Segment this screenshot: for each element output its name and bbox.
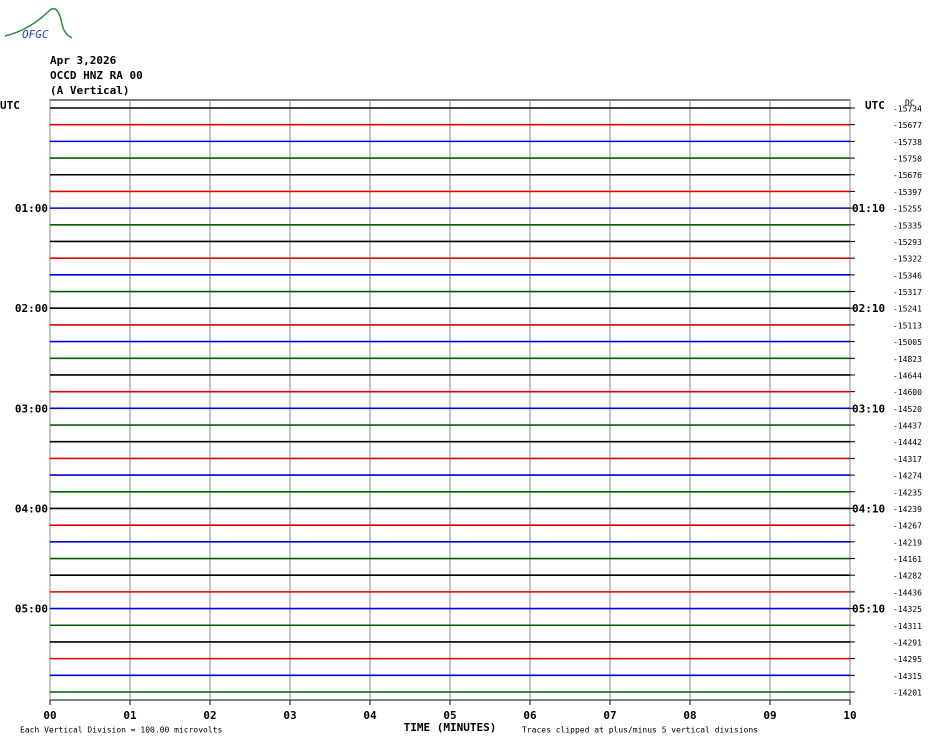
- right-time-label: 04:10: [852, 502, 885, 515]
- offset-label: -15322: [893, 255, 922, 264]
- scale-note: Each Vertical Division = 100.00 microvol…: [20, 726, 222, 735]
- offset-label: -14295: [893, 655, 922, 664]
- offset-label: -15293: [893, 238, 922, 247]
- offset-label: -15113: [893, 321, 922, 330]
- offset-label: -14442: [893, 438, 922, 447]
- offset-label: -14161: [893, 555, 922, 564]
- x-axis-title: TIME (MINUTES): [404, 721, 497, 734]
- x-tick-label: 01: [123, 709, 137, 722]
- offset-label: -15677: [893, 121, 922, 130]
- offset-label: -14201: [893, 689, 922, 698]
- station: OCCD HNZ RA 00: [50, 69, 143, 82]
- offset-label: -14644: [893, 371, 922, 380]
- offset-label: -15255: [893, 205, 922, 214]
- component: (A Vertical): [50, 84, 129, 97]
- right-time-label: 03:10: [852, 402, 885, 415]
- x-tick-label: 06: [523, 709, 537, 722]
- date: Apr 3,2026: [50, 54, 117, 67]
- offset-label: -15676: [893, 171, 922, 180]
- offset-label: -14267: [893, 522, 922, 531]
- left-time-label: 04:00: [15, 502, 48, 515]
- x-tick-label: 10: [843, 709, 856, 722]
- offset-label: -14325: [893, 605, 922, 614]
- right-time-label: 01:10: [852, 202, 885, 215]
- x-tick-label: 02: [203, 709, 216, 722]
- offset-label: -14436: [893, 588, 922, 597]
- x-tick-label: 05: [443, 709, 456, 722]
- offset-label: -14274: [893, 472, 922, 481]
- x-tick-label: 07: [603, 709, 616, 722]
- dc-label: DC: [905, 99, 915, 108]
- offset-label: -15005: [893, 338, 922, 347]
- offset-label: -14520: [893, 405, 922, 414]
- right-time-label: 02:10: [852, 302, 885, 315]
- logo: OFGC: [22, 28, 49, 41]
- offset-label: -14317: [893, 455, 922, 464]
- offset-label: -14437: [893, 422, 922, 431]
- left-axis-title: UTC: [0, 99, 20, 112]
- x-tick-label: 08: [683, 709, 696, 722]
- x-tick-label: 04: [363, 709, 377, 722]
- offset-label: -14291: [893, 638, 922, 647]
- left-time-label: 02:00: [15, 302, 48, 315]
- logo-mark: [4, 7, 73, 39]
- offset-label: -14315: [893, 672, 922, 681]
- offset-label: -14282: [893, 572, 922, 581]
- left-time-label: 03:00: [15, 402, 48, 415]
- offset-label: -15317: [893, 288, 922, 297]
- offset-label: -15335: [893, 221, 922, 230]
- offset-label: -14219: [893, 538, 922, 547]
- right-time-label: 05:10: [852, 603, 885, 616]
- x-tick-label: 03: [283, 709, 296, 722]
- offset-label: -15750: [893, 155, 922, 164]
- clip-note: Traces clipped at plus/minus 5 vertical …: [522, 726, 758, 735]
- x-tick-label: 00: [43, 709, 56, 722]
- offset-label: -14239: [893, 505, 922, 514]
- offset-label: -15397: [893, 188, 922, 197]
- offset-label: -15346: [893, 271, 922, 280]
- offset-label: -14311: [893, 622, 922, 631]
- offset-label: -14823: [893, 355, 922, 364]
- left-time-label: 05:00: [15, 603, 48, 616]
- left-time-label: 01:00: [15, 202, 48, 215]
- offset-label: -14235: [893, 488, 922, 497]
- x-tick-label: 09: [763, 709, 776, 722]
- offset-label: -15241: [893, 305, 922, 314]
- offset-label: -15734: [893, 105, 922, 114]
- right-axis-title: UTC: [865, 99, 885, 112]
- offset-label: -14600: [893, 388, 922, 397]
- offset-label: -15738: [893, 138, 922, 147]
